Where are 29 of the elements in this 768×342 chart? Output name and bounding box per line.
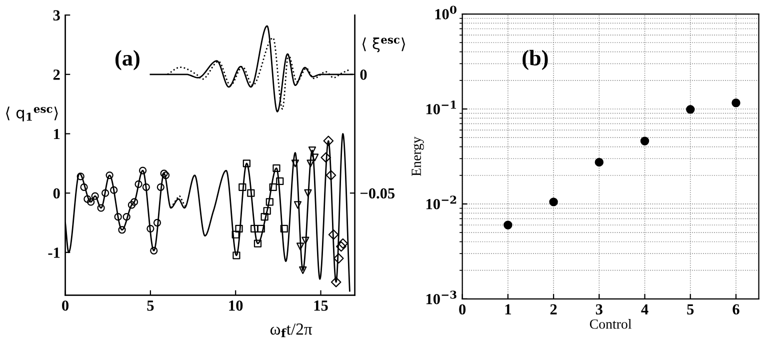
x-tick-label: 4 [641, 304, 648, 314]
x-tick-label: 5 [147, 300, 154, 311]
x-axis-title: ω$_{f}$t/2π [270, 324, 312, 338]
x-tick-label: 0 [62, 300, 69, 311]
x-axis-title: Control [590, 319, 632, 329]
y-axis-title: Energy [412, 136, 424, 176]
x-tick-label: 10 [229, 300, 243, 311]
y2-tick-label: 0 [360, 70, 367, 80]
annotation: (b) [522, 50, 548, 70]
x-tick-label: 3 [596, 304, 602, 315]
annotation: (a) [115, 50, 140, 70]
x-tick-label: 2 [550, 304, 557, 314]
y-axis-title: ⟨ q$_{1}$$^{esc}$⟩ [6, 106, 58, 122]
y2-axis-title: ⟨ ξ$^{esc}$⟩ [362, 37, 405, 52]
y-tick-label: -1 [48, 248, 60, 258]
y-tick-label: 3 [53, 10, 60, 20]
y-tick-label: 10$^{−3}$ [426, 290, 456, 304]
y2-tick-label: −0.05 [360, 188, 395, 199]
x-tick-label: 5 [687, 304, 694, 315]
y-tick-label: 10$^{−2}$ [426, 196, 456, 210]
x-tick-label: 0 [459, 304, 466, 315]
y-tick-label: 0 [53, 188, 60, 199]
x-tick-label: 6 [732, 304, 740, 315]
y-tick-label: 1 [54, 128, 60, 140]
y-tick-label: 2 [53, 70, 60, 80]
y-tick-label: 10$^{−1}$ [426, 100, 456, 114]
x-tick-label: 15 [314, 300, 328, 311]
x-tick-label: 1 [505, 304, 511, 314]
y-tick-label: 10$^{0}$ [435, 6, 456, 20]
